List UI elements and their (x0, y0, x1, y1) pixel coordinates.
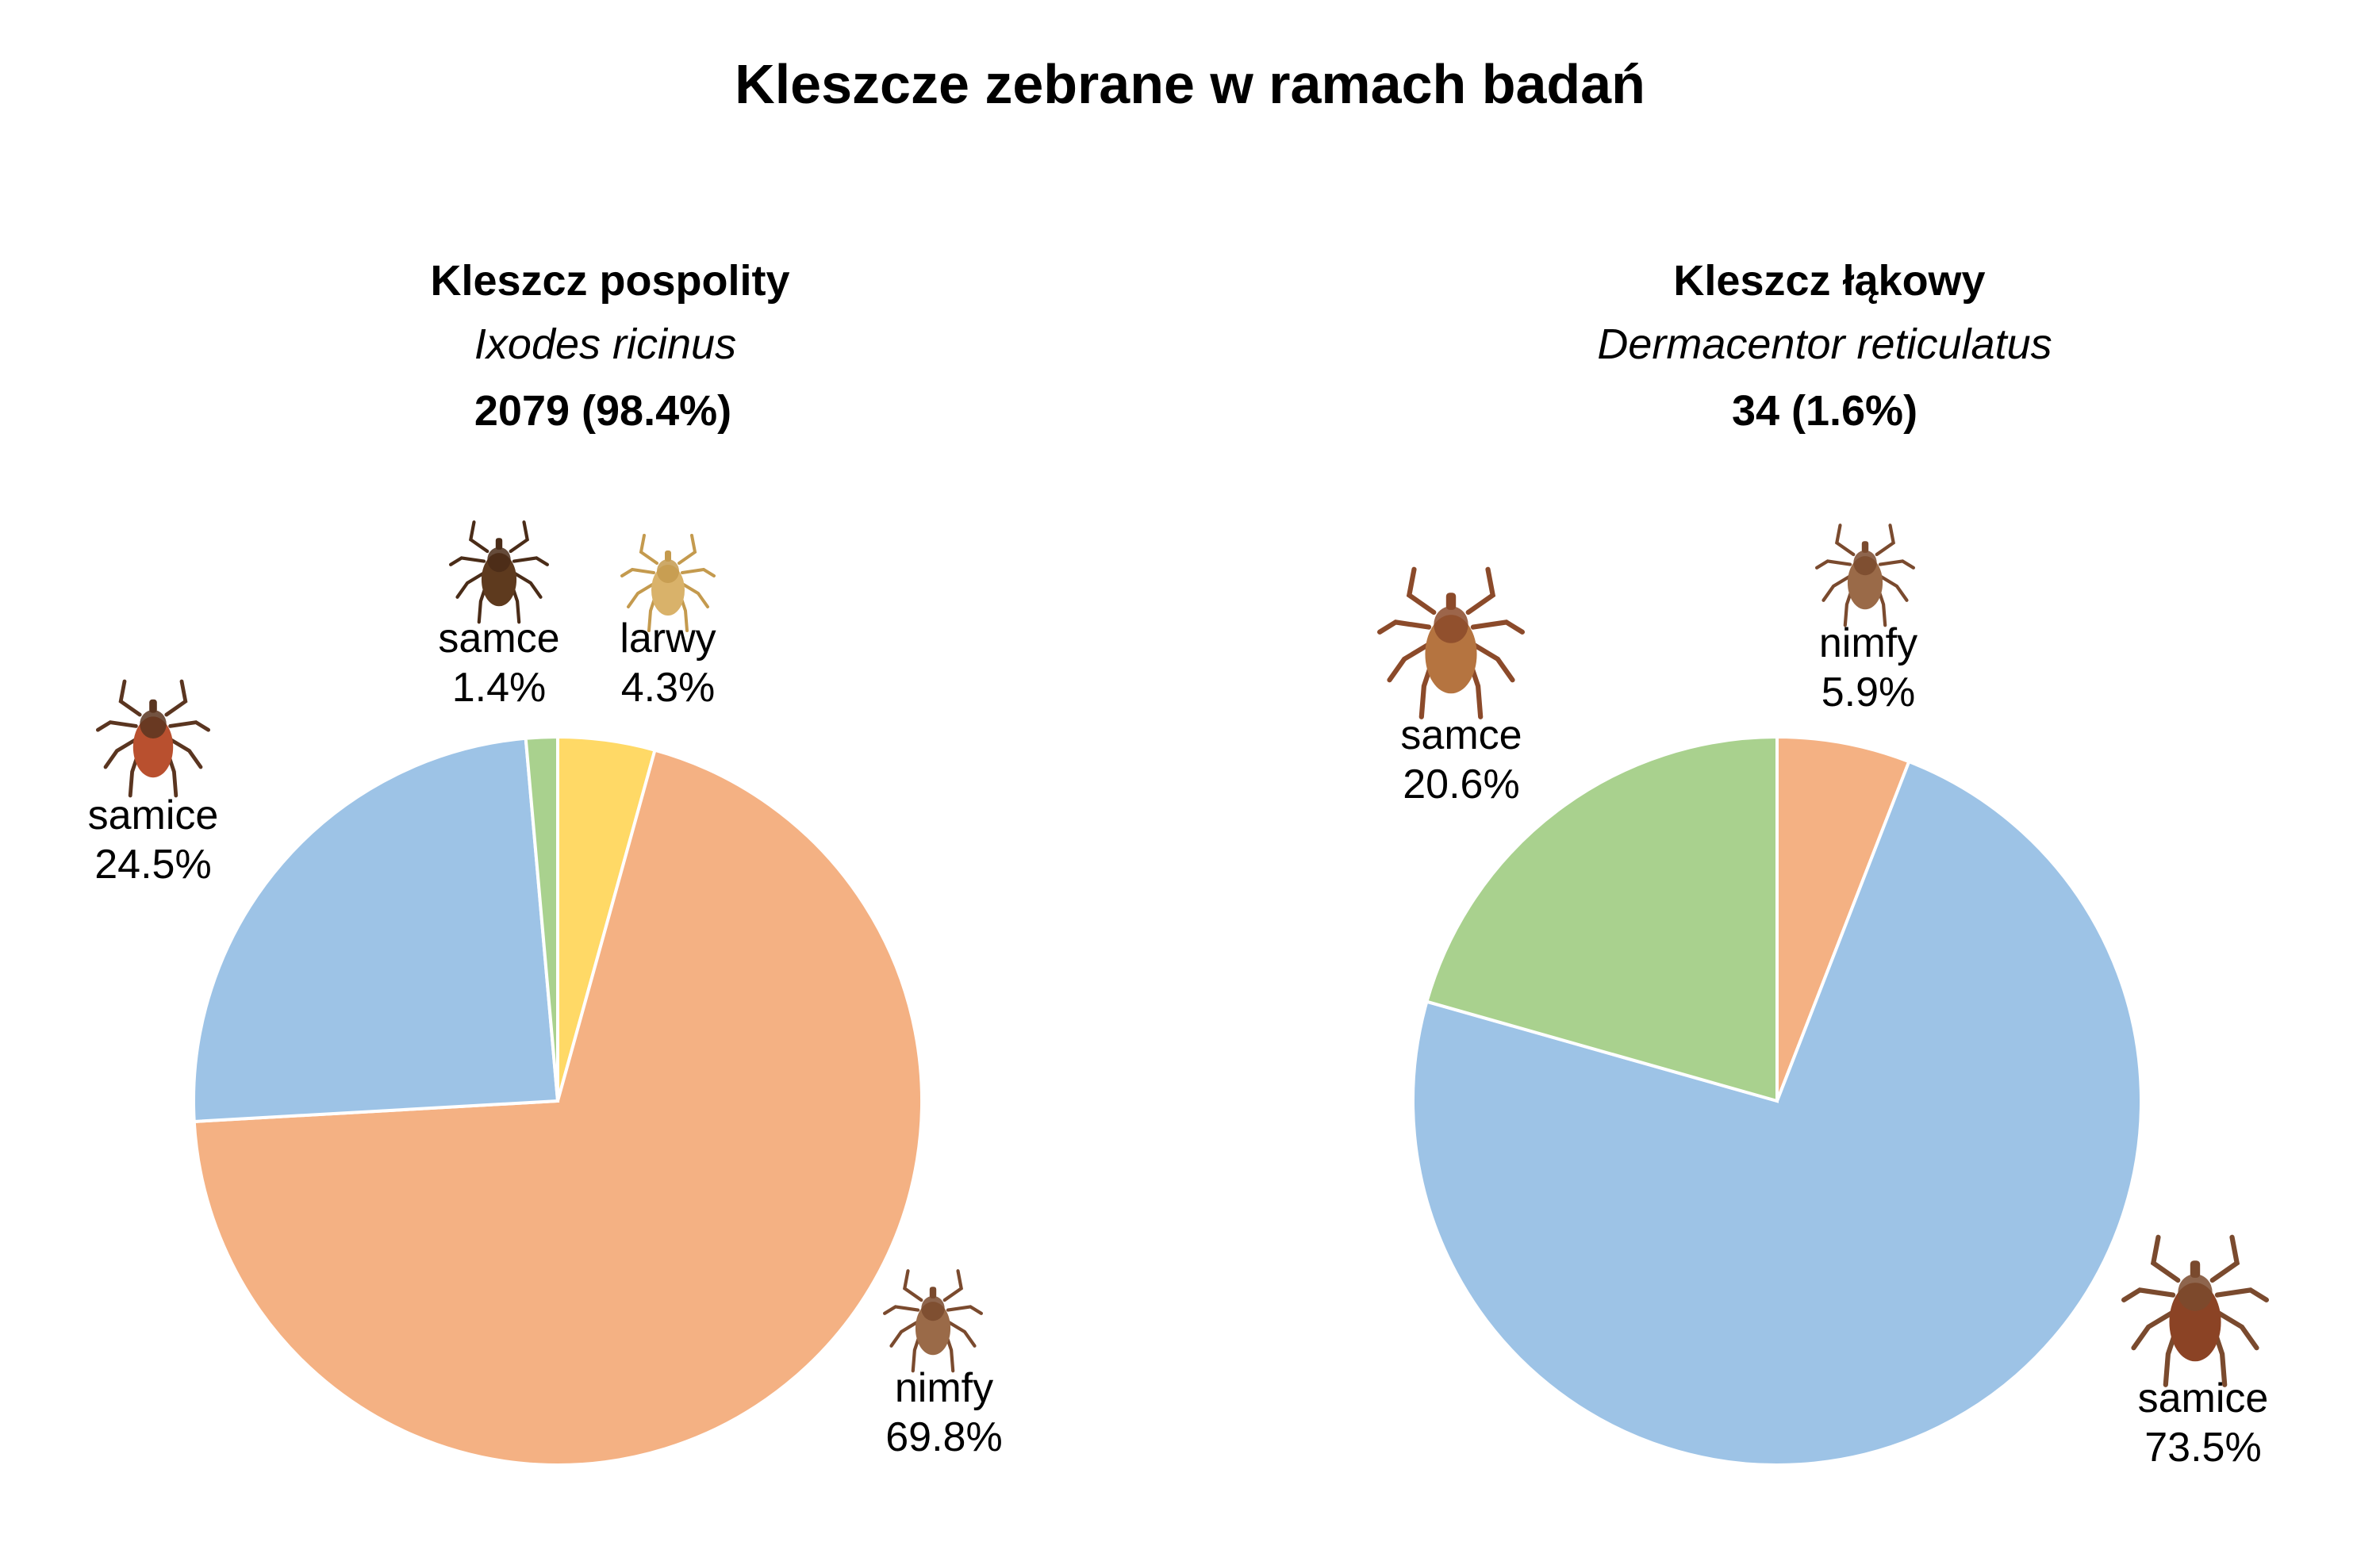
slice-percent: 5.9% (1821, 669, 1916, 715)
tick-nymph-icon (883, 1269, 983, 1373)
chart-title: Kleszcze zebrane w ramach badań (735, 53, 1645, 115)
slice-percent: 69.8% (885, 1414, 1002, 1460)
pie-slice-samice (1411, 759, 2143, 1467)
pie-1-slices (192, 735, 923, 1467)
pie-2-total: 34 (1.6%) (1732, 387, 1917, 435)
slice-labels: larwy4.3%nimfy69.8%samice24.5%samce1.4%n… (88, 520, 2269, 1471)
tick-female-icon (95, 679, 211, 798)
slice-percent: 1.4% (452, 665, 547, 711)
slice-label: samce (1400, 712, 1522, 758)
pie-chart-1: Kleszcz pospolity Ixodes ricinus 2079 (9… (192, 257, 923, 1467)
tick-nymph-icon (1815, 524, 1915, 627)
pie-2-slices (1411, 735, 2143, 1467)
pie-chart-2: Kleszcz łąkowy Dermacentor reticulatus 3… (1411, 257, 2143, 1467)
pie-1-total: 2079 (98.4%) (474, 387, 731, 435)
pie-slice-samce (524, 735, 559, 1102)
slice-percent: 73.5% (2144, 1425, 2261, 1471)
slice-percent: 20.6% (1403, 761, 1519, 807)
tick-male-icon (1377, 566, 1525, 719)
slice-percent: 24.5% (94, 842, 211, 888)
pie-slice-nimfy (1775, 735, 1911, 1102)
slice-label: nimfy (895, 1365, 993, 1411)
tick-female-icon (2121, 1234, 2269, 1387)
tick-larva-icon (620, 534, 716, 632)
pie-1-latin: Ixodes ricinus (474, 320, 736, 368)
pie-2-latin: Dermacentor reticulatus (1597, 320, 2052, 368)
slice-label: samice (88, 792, 219, 838)
slice-label: larwy (620, 616, 716, 662)
slice-label: nimfy (1819, 620, 1917, 666)
slice-label: samice (2138, 1375, 2269, 1421)
slice-label: samce (438, 616, 559, 662)
slice-percent: 4.3% (621, 665, 716, 711)
pie-1-name: Kleszcz pospolity (430, 257, 789, 305)
pie-slice-samice (192, 736, 560, 1124)
tick-male-icon (449, 520, 549, 624)
pie-slice-nimfy (192, 748, 923, 1467)
pie-2-name: Kleszcz łąkowy (1673, 257, 1985, 305)
pie-slice-samce (1424, 735, 1779, 1103)
